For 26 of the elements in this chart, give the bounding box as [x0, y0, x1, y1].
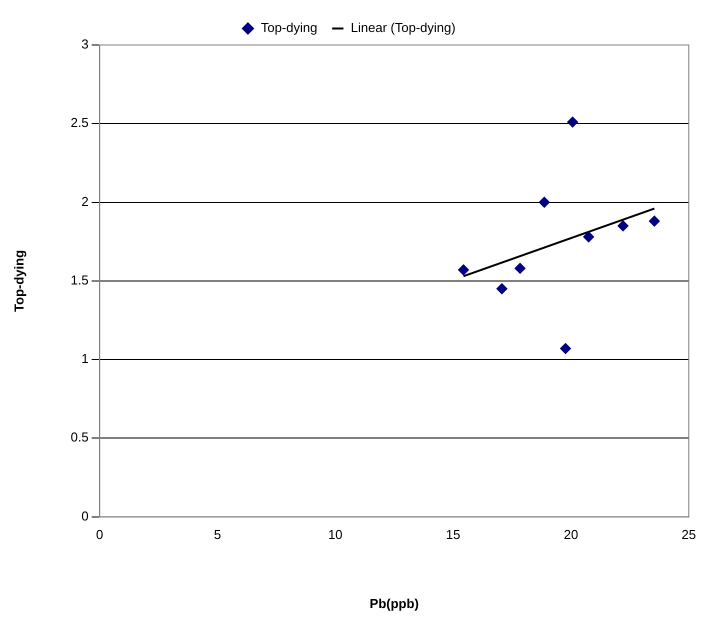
y-tick-label: 0 [81, 508, 89, 524]
point [560, 343, 572, 354]
point [567, 116, 578, 128]
point [514, 262, 526, 274]
x-tick-label: 0 [96, 527, 104, 542]
y-tick-label: 3 [81, 36, 89, 52]
y-tick-label: 2 [81, 194, 89, 209]
point [538, 196, 550, 208]
legend-label: Linear (Top-dying) [350, 20, 456, 36]
legend-label: Top-dying [260, 20, 318, 36]
x-tick-label: 25 [682, 527, 696, 542]
point [583, 231, 594, 242]
x-tick-label: 10 [328, 527, 343, 542]
x-tick-label: 20 [564, 527, 578, 542]
point [648, 216, 660, 227]
x-tick-label: 5 [214, 527, 222, 542]
y-tick-label: 2.5 [70, 115, 89, 130]
y-tick-label: 1.5 [70, 272, 89, 288]
point [458, 264, 469, 276]
x-axis-title: Pb(ppb) [370, 596, 419, 611]
point [496, 283, 508, 294]
y-axis-title: Top-dying [11, 250, 26, 312]
x-tick-label: 15 [446, 527, 460, 542]
y-tick-label: 0.5 [70, 430, 89, 445]
point [618, 220, 629, 232]
y-tick-label: 1 [81, 351, 89, 366]
